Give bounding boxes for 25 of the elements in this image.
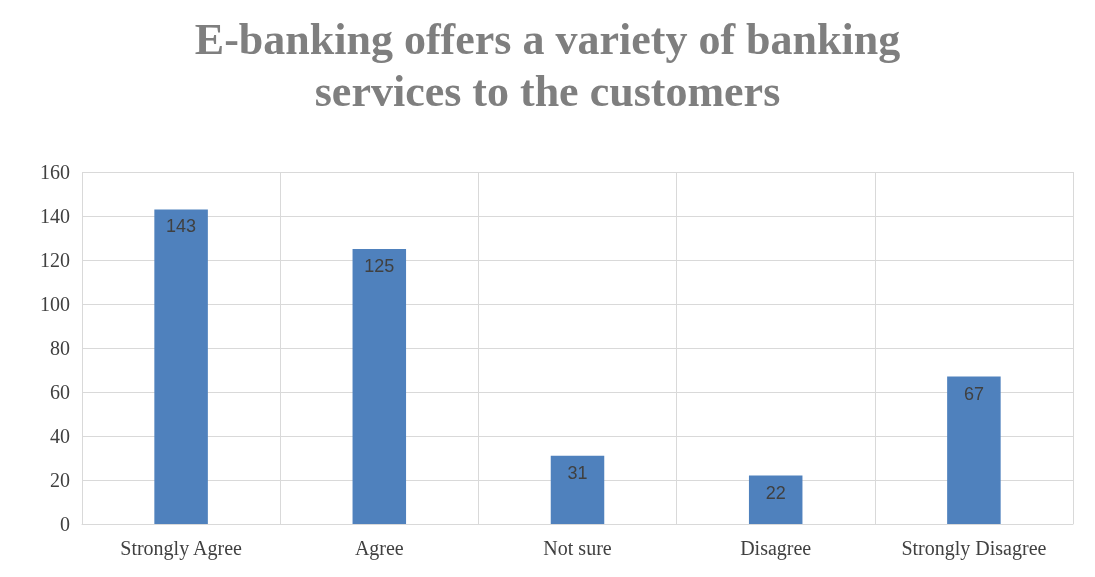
- y-tick-label: 20: [50, 469, 70, 491]
- y-tick-label: 80: [50, 337, 70, 359]
- data-label: 125: [364, 256, 395, 276]
- data-label: 143: [166, 216, 197, 237]
- data-label: 22: [765, 482, 786, 503]
- bar: [748, 475, 803, 524]
- y-tick-label: 140: [40, 205, 70, 227]
- y-tick-label: 120: [40, 249, 70, 271]
- x-tick-label: Strongly Disagree: [901, 537, 1047, 560]
- bar: [352, 249, 407, 524]
- y-tick-label: 40: [50, 425, 70, 447]
- y-tick-label: 60: [50, 381, 70, 403]
- y-tick-label: 100: [40, 293, 70, 315]
- x-tick-label: Strongly Agree: [120, 537, 243, 560]
- y-tick-label: 160: [40, 161, 70, 183]
- chart-title: E-banking offers a variety of banking services to the customers: [194, 14, 901, 116]
- x-tick-label: Not sure: [543, 537, 612, 559]
- y-tick-label: 0: [60, 513, 70, 535]
- bar: [154, 209, 208, 524]
- data-label: 67: [963, 383, 984, 404]
- bar: [947, 376, 1001, 524]
- x-tick-label: Disagree: [740, 537, 812, 560]
- x-tick-label: Agree: [354, 537, 404, 560]
- bar: [550, 455, 605, 524]
- data-label: 31: [567, 462, 588, 483]
